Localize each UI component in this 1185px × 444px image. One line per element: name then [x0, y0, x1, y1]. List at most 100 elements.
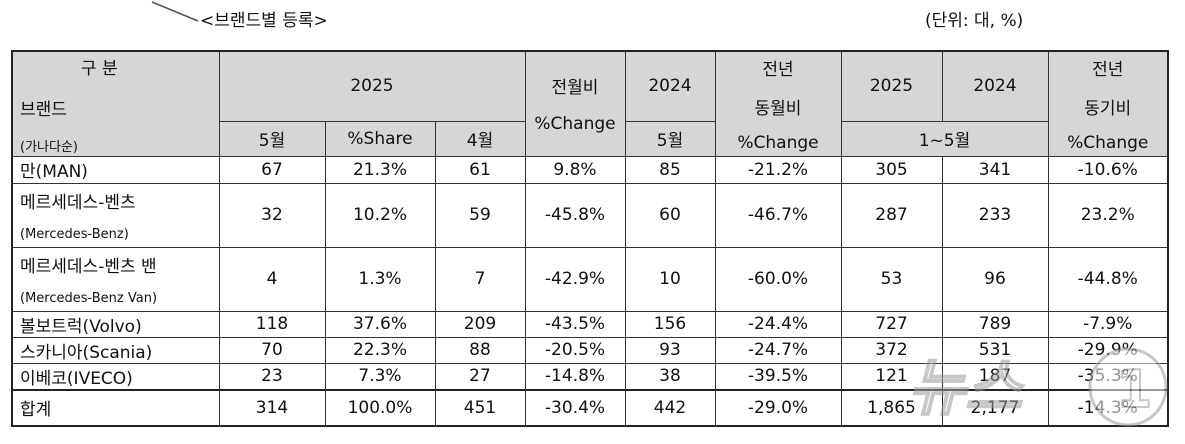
cell-share: 21.3% — [324, 155, 436, 184]
header-gubun-top: 구 분 — [80, 59, 118, 79]
cell-may: 23 — [218, 362, 326, 390]
cell-ytd25: 305 — [840, 155, 943, 184]
table-row: 메르세데스-벤츠 (Mercedes-Benz) 32 10.2% 59 -45… — [11, 182, 1169, 248]
row-brand: 볼보트럭(Volvo) — [11, 310, 220, 338]
cell-may: 118 — [218, 310, 326, 338]
cell-may24: 38 — [624, 362, 716, 390]
cell-ytd-yoy: -44.8% — [1047, 246, 1169, 312]
table-row: 이베코(IVECO) 23 7.3% 27 -14.8% 38 -39.5% 1… — [11, 362, 1169, 390]
header-2024: 2024 — [624, 50, 716, 122]
cell-apr: 88 — [434, 336, 526, 364]
row-brand: 메르세데스-벤츠 밴 (Mercedes-Benz Van) — [11, 246, 220, 312]
header-gubun: 구 분 브랜드 (가나다순) — [11, 50, 220, 157]
cell-yoy: -21.2% — [714, 155, 842, 184]
cell-share: 37.6% — [324, 310, 436, 338]
cell-ytd-yoy: -10.6% — [1047, 155, 1169, 184]
cell-mom: -42.9% — [524, 246, 626, 312]
cell-apr: 209 — [434, 310, 526, 338]
row-brand: 스카니아(Scania) — [11, 336, 220, 364]
subheader-may: 5월 — [218, 120, 326, 157]
header-ytd-2025: 2025 — [840, 50, 943, 122]
cell-ytd24: 2,177 — [941, 389, 1049, 426]
header-gubun-brand: 브랜드 — [20, 100, 67, 120]
header-mom: 전월비 %Change — [524, 50, 626, 157]
cell-ytd25: 287 — [840, 182, 943, 248]
cell-apr: 27 — [434, 362, 526, 390]
header-mom-change: %Change — [534, 114, 616, 135]
header-ytd-yoy-mid: 동기비 — [1084, 98, 1132, 119]
cell-may24: 85 — [624, 155, 716, 184]
cell-apr: 61 — [434, 155, 526, 184]
cell-ytd24: 233 — [941, 182, 1049, 248]
header-ytd-yoy-change: %Change — [1067, 132, 1149, 153]
cell-mom: -43.5% — [524, 310, 626, 338]
cell-mom: -30.4% — [524, 389, 626, 426]
cell-may: 67 — [218, 155, 326, 184]
subheader-apr: 4월 — [434, 120, 526, 157]
cell-mom: -20.5% — [524, 336, 626, 364]
cell-share: 100.0% — [324, 389, 436, 426]
table-row: 만(MAN) 67 21.3% 61 9.8% 85 -21.2% 305 34… — [11, 155, 1169, 184]
svg-text:뉴스: 뉴스 — [908, 351, 1024, 424]
header-ytd-2024: 2024 — [941, 50, 1049, 122]
cell-ytd24: 531 — [941, 336, 1049, 364]
cell-may24: 10 — [624, 246, 716, 312]
header-mom-label: 전월비 — [551, 78, 599, 99]
cell-may24: 442 — [624, 389, 716, 426]
cell-may24: 60 — [624, 182, 716, 248]
cell-yoy: -39.5% — [714, 362, 842, 390]
cell-may24: 156 — [624, 310, 716, 338]
header-yoy-change: %Change — [737, 132, 819, 153]
cell-mom: -45.8% — [524, 182, 626, 248]
caption-pointer-line — [151, 1, 199, 22]
cell-may: 4 — [218, 246, 326, 312]
cell-yoy: -24.7% — [714, 336, 842, 364]
header-yoy-top: 전년 — [762, 59, 794, 80]
table-row: 볼보트럭(Volvo) 118 37.6% 209 -43.5% 156 -24… — [11, 310, 1169, 338]
header-yoy: 전년 동월비 %Change — [714, 50, 842, 157]
cell-yoy: -24.4% — [714, 310, 842, 338]
cell-ytd24: 96 — [941, 246, 1049, 312]
row-brand: 만(MAN) — [11, 155, 220, 184]
brand-registration-table: 구 분 브랜드 (가나다순) 2025 전월비 %Change 2024 전년 … — [11, 50, 1169, 427]
cell-yoy: -60.0% — [714, 246, 842, 312]
row-brand-kr: 메르세데스-벤츠 — [20, 193, 136, 213]
row-brand-kr: 메르세데스-벤츠 밴 — [20, 257, 157, 277]
cell-share: 7.3% — [324, 362, 436, 390]
cell-share: 1.3% — [324, 246, 436, 312]
cell-ytd25: 372 — [840, 336, 943, 364]
header-ytd-yoy-top: 전년 — [1092, 59, 1124, 80]
header-ytd-yoy: 전년 동기비 %Change — [1047, 50, 1169, 157]
row-brand: 메르세데스-벤츠 (Mercedes-Benz) — [11, 182, 220, 248]
subheader-share: %Share — [324, 120, 436, 157]
header-2025: 2025 — [218, 50, 526, 122]
subheader-jan-may: 1~5월 — [840, 120, 1049, 157]
cell-ytd-yoy: 23.2% — [1047, 182, 1169, 248]
table-title: <브랜드별 등록> — [200, 11, 328, 31]
cell-apr: 451 — [434, 389, 526, 426]
news1-logo-watermark-icon: 뉴스 1 — [907, 347, 1168, 427]
cell-yoy: -29.0% — [714, 389, 842, 426]
cell-ytd25: 53 — [840, 246, 943, 312]
row-brand-en: (Mercedes-Benz) — [20, 227, 129, 242]
svg-text:1: 1 — [1116, 360, 1152, 420]
cell-ytd-yoy: -7.9% — [1047, 310, 1169, 338]
cell-share: 22.3% — [324, 336, 436, 364]
cell-may24: 93 — [624, 336, 716, 364]
cell-ytd24: 789 — [941, 310, 1049, 338]
header-gubun-order: (가나다순) — [20, 140, 78, 155]
row-brand: 이베코(IVECO) — [11, 362, 220, 390]
cell-ytd25: 121 — [840, 362, 943, 390]
row-brand: 합계 — [11, 389, 220, 426]
unit-note: (단위: 대, %) — [925, 11, 1024, 31]
cell-may: 32 — [218, 182, 326, 248]
cell-ytd24: 341 — [941, 155, 1049, 184]
cell-may: 314 — [218, 389, 326, 426]
cell-share: 10.2% — [324, 182, 436, 248]
subheader-may-2024: 5월 — [624, 120, 716, 157]
cell-ytd25: 1,865 — [840, 389, 943, 426]
row-brand-en: (Mercedes-Benz Van) — [20, 291, 158, 306]
cell-may: 70 — [218, 336, 326, 364]
cell-mom: -14.8% — [524, 362, 626, 390]
cell-apr: 7 — [434, 246, 526, 312]
